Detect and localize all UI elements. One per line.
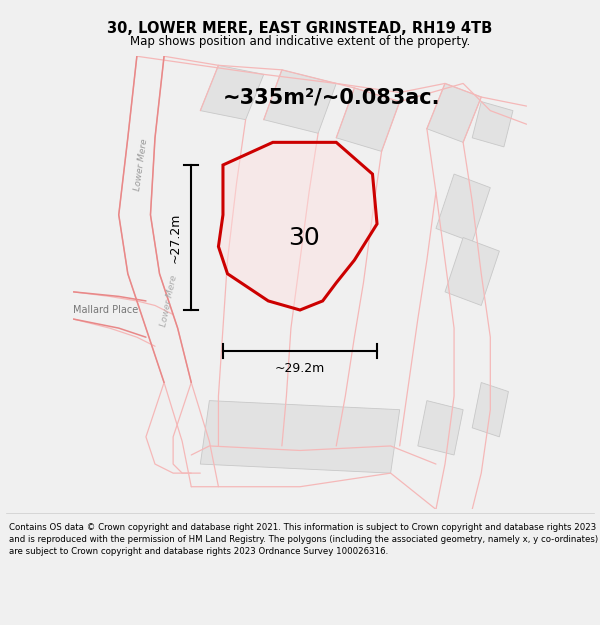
Polygon shape	[200, 401, 400, 473]
Text: 30, LOWER MERE, EAST GRINSTEAD, RH19 4TB: 30, LOWER MERE, EAST GRINSTEAD, RH19 4TB	[107, 21, 493, 36]
Text: Lower Mere: Lower Mere	[159, 274, 178, 328]
Text: ~335m²/~0.083ac.: ~335m²/~0.083ac.	[223, 87, 440, 107]
Polygon shape	[264, 70, 336, 133]
Polygon shape	[472, 101, 513, 147]
Polygon shape	[427, 83, 481, 142]
Text: 30: 30	[288, 226, 320, 250]
Polygon shape	[436, 174, 490, 242]
Polygon shape	[336, 88, 400, 151]
Polygon shape	[472, 382, 508, 437]
Text: Map shows position and indicative extent of the property.: Map shows position and indicative extent…	[130, 36, 470, 48]
Text: Mallard Place: Mallard Place	[73, 305, 138, 315]
Text: Lower Mere: Lower Mere	[133, 138, 149, 192]
Polygon shape	[418, 401, 463, 455]
Polygon shape	[200, 65, 264, 120]
Polygon shape	[445, 238, 499, 306]
Text: ~29.2m: ~29.2m	[275, 362, 325, 376]
Polygon shape	[218, 142, 377, 310]
Text: ~27.2m: ~27.2m	[169, 213, 182, 262]
Text: Contains OS data © Crown copyright and database right 2021. This information is : Contains OS data © Crown copyright and d…	[9, 523, 598, 556]
